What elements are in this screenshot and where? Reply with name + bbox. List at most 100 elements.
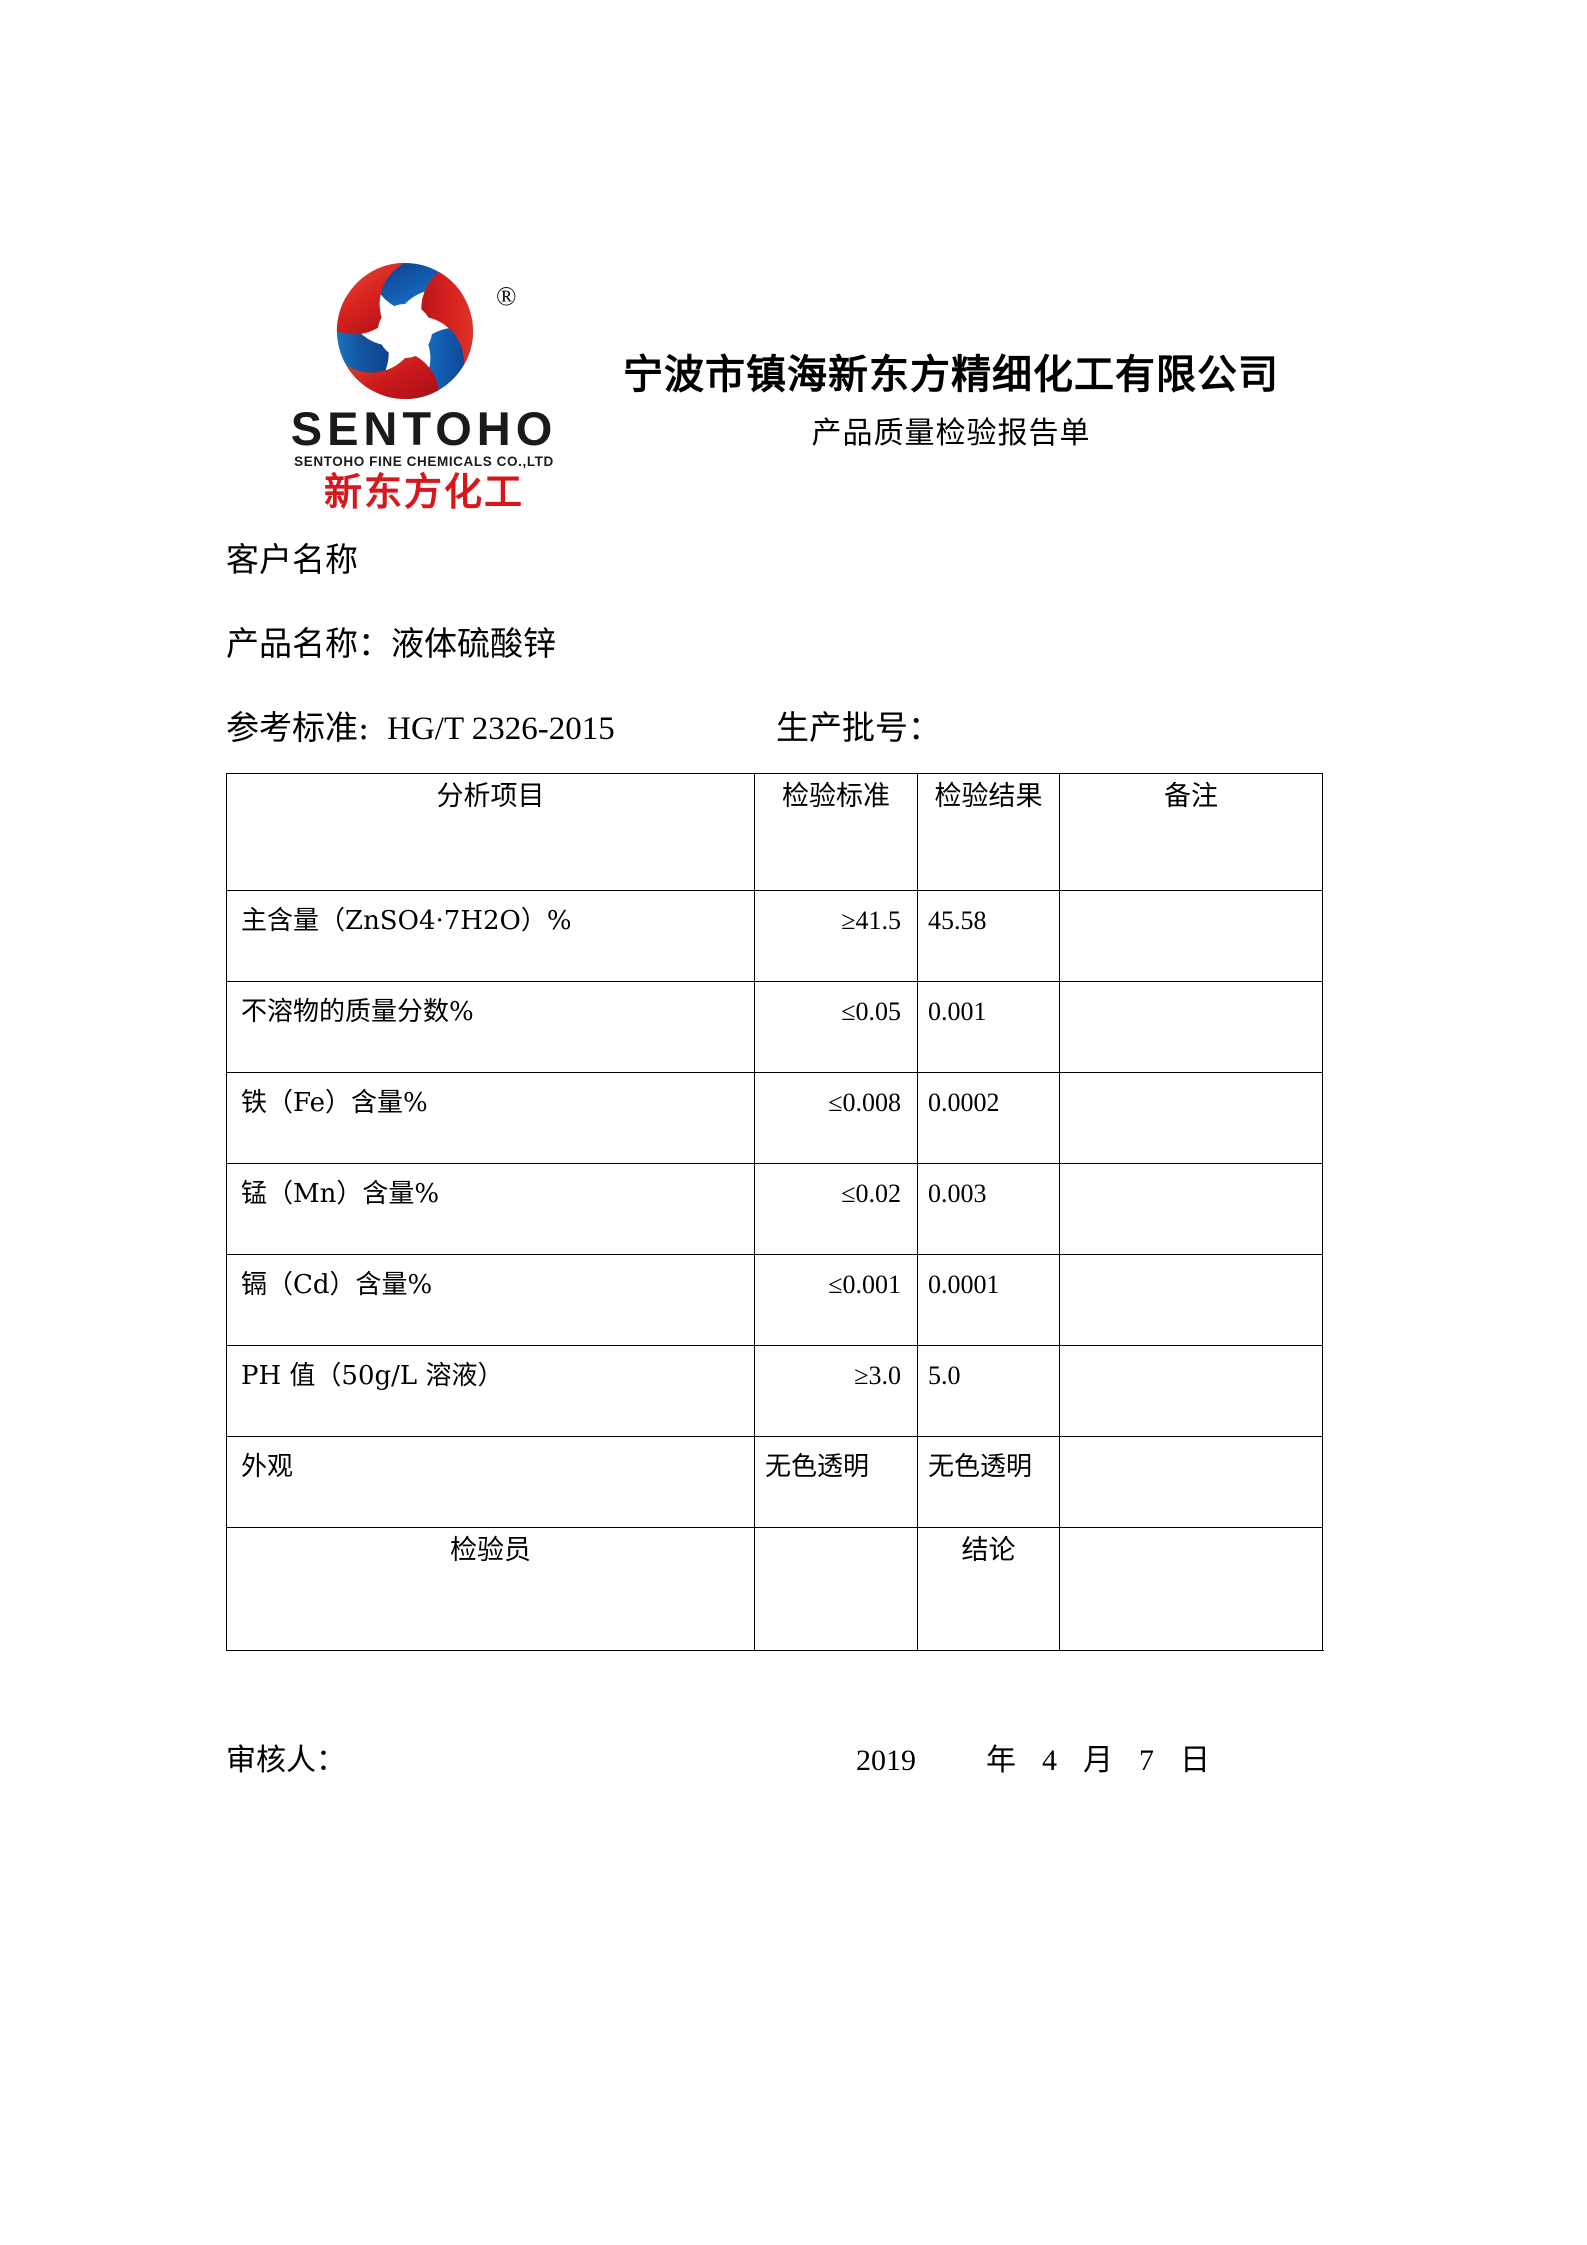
- row-item-label: 锰（Mn）含量%: [241, 1179, 440, 1209]
- date-year: 2019: [856, 1744, 916, 1777]
- row-result-value: 0.0001: [928, 1270, 1000, 1299]
- row-standard-value: ≤0.008: [828, 1088, 901, 1117]
- row-item-label: 主含量（ZnSO4·7H2O）%: [241, 906, 572, 936]
- date-month-unit: 月: [1083, 1743, 1113, 1778]
- column-header-standard-label: 检验标准: [782, 781, 890, 812]
- row-note-cell: [1059, 1345, 1323, 1437]
- product-name-value: 液体硫酸锌: [391, 624, 556, 663]
- row-item-cell: 铁（Fe）含量%: [226, 1072, 755, 1164]
- row-result-cell: 0.003: [917, 1163, 1060, 1255]
- row-result-value: 5.0: [928, 1361, 961, 1390]
- row-result-cell: 0.0002: [917, 1072, 1060, 1164]
- conclusion-label: 结论: [961, 1535, 1016, 1566]
- customer-name-label: 客户名称: [226, 540, 358, 579]
- row-note-value: [1060, 982, 1322, 996]
- table-row: 镉（Cd）含量% ≤0.001 0.0001: [226, 1254, 1323, 1346]
- date-month: 4: [1042, 1744, 1057, 1777]
- row-standard-value: ≤0.05: [841, 997, 901, 1026]
- inspector-label-cell: 检验员: [226, 1527, 755, 1651]
- logo-subtitle: SENTOHO FINE CHEMICALS CO.,LTD: [294, 454, 554, 469]
- column-header-standard: 检验标准: [754, 773, 918, 891]
- date-day: 7: [1139, 1744, 1154, 1777]
- row-item-label: PH 值（50g/L 溶液）: [241, 1361, 504, 1391]
- row-note-cell: [1059, 1254, 1323, 1346]
- company-logo: ® SENTOHO SENTOHO FINE CHEMICALS CO.,LTD…: [274, 255, 574, 511]
- row-standard-cell: ≥41.5: [754, 890, 918, 982]
- date-day-unit: 日: [1180, 1743, 1210, 1778]
- row-note-cell: [1059, 1072, 1323, 1164]
- row-result-value: 45.58: [928, 906, 987, 935]
- inspector-label: 检验员: [450, 1535, 531, 1566]
- row-item-label: 外观: [241, 1452, 294, 1482]
- row-standard-cell: ≤0.008: [754, 1072, 918, 1164]
- table-row: PH 值（50g/L 溶液） ≥3.0 5.0: [226, 1345, 1323, 1437]
- row-note-cell: [1059, 890, 1323, 982]
- standard-row: 参考标准: HG/T 2326-2015: [226, 708, 615, 750]
- conclusion-label-cell: 结论: [917, 1527, 1060, 1651]
- row-item-cell: 不溶物的质量分数%: [226, 981, 755, 1073]
- row-note-cell: [1059, 1436, 1323, 1528]
- row-result-value: 无色透明: [928, 1452, 1033, 1481]
- document-header: ® SENTOHO SENTOHO FINE CHEMICALS CO.,LTD…: [226, 255, 1326, 511]
- row-standard-cell: 无色透明: [754, 1436, 918, 1528]
- row-note-value: [1060, 1255, 1322, 1269]
- registered-trademark-icon: ®: [496, 281, 517, 311]
- row-result-value: 0.003: [928, 1179, 987, 1208]
- document-footer: 审核人： 2019 年 4 月 7 日: [226, 1735, 1336, 1795]
- customer-name-row: 客户名称: [226, 540, 358, 582]
- table-row: 外观 无色透明 无色透明: [226, 1436, 1323, 1528]
- row-item-cell: 外观: [226, 1436, 755, 1528]
- row-result-cell: 5.0: [917, 1345, 1060, 1437]
- product-name-row: 产品名称：液体硫酸锌: [226, 624, 556, 666]
- row-item-label: 镉（Cd）含量%: [241, 1270, 433, 1300]
- row-item-cell: 锰（Mn）含量%: [226, 1163, 755, 1255]
- row-result-cell: 0.0001: [917, 1254, 1060, 1346]
- inspection-table: 分析项目 检验标准 检验结果 备注 主含量（ZnSO4·7H2O）% ≥41.5…: [226, 773, 1323, 1651]
- row-result-value: 0.0002: [928, 1088, 1000, 1117]
- standard-value: HG/T 2326-2015: [387, 711, 615, 747]
- row-note-value: [1060, 1164, 1322, 1178]
- row-item-label: 铁（Fe）含量%: [241, 1088, 428, 1118]
- row-item-cell: PH 值（50g/L 溶液）: [226, 1345, 755, 1437]
- row-note-value: [1060, 891, 1322, 905]
- row-standard-cell: ≥3.0: [754, 1345, 918, 1437]
- standard-label: 参考标准:: [226, 708, 370, 747]
- column-header-note-label: 备注: [1164, 781, 1218, 812]
- row-item-label: 不溶物的质量分数%: [241, 997, 474, 1027]
- column-header-note: 备注: [1059, 773, 1323, 891]
- sentoho-swirl-icon: [329, 255, 481, 407]
- conclusion-value-cell[interactable]: [1059, 1527, 1323, 1651]
- row-standard-value: 无色透明: [765, 1452, 870, 1481]
- row-standard-cell: ≤0.02: [754, 1163, 918, 1255]
- table-row: 铁（Fe）含量% ≤0.008 0.0002: [226, 1072, 1323, 1164]
- row-standard-cell: ≤0.001: [754, 1254, 918, 1346]
- row-standard-value: ≥3.0: [854, 1361, 901, 1390]
- column-header-item-label: 分析项目: [436, 781, 545, 812]
- report-title: 产品质量检验报告单: [811, 416, 1091, 451]
- row-item-cell: 镉（Cd）含量%: [226, 1254, 755, 1346]
- row-note-cell: [1059, 1163, 1323, 1255]
- table-header-row: 分析项目 检验标准 检验结果 备注: [226, 773, 1323, 891]
- logo-chinese-name: 新东方化工: [323, 470, 524, 514]
- company-name: 宁波市镇海新东方精细化工有限公司: [623, 351, 1279, 398]
- row-standard-value: ≤0.001: [828, 1270, 901, 1299]
- date-year-unit: 年: [986, 1743, 1016, 1778]
- row-item-cell: 主含量（ZnSO4·7H2O）%: [226, 890, 755, 982]
- row-note-value: [1060, 1073, 1322, 1087]
- row-note-value: [1060, 1346, 1322, 1360]
- table-signoff-row: 检验员 结论: [226, 1527, 1323, 1651]
- row-standard-value: ≥41.5: [841, 906, 901, 935]
- row-result-cell: 0.001: [917, 981, 1060, 1073]
- column-header-result-label: 检验结果: [934, 781, 1043, 812]
- table-row: 锰（Mn）含量% ≤0.02 0.003: [226, 1163, 1323, 1255]
- row-note-cell: [1059, 981, 1323, 1073]
- logo-wordmark: SENTOHO: [290, 402, 558, 455]
- product-name-label: 产品名称：: [226, 624, 391, 663]
- batch-number-label: 生产批号：: [776, 708, 941, 747]
- row-note-value: [1060, 1437, 1322, 1451]
- row-standard-cell: ≤0.05: [754, 981, 918, 1073]
- row-result-value: 0.001: [928, 997, 987, 1026]
- table-row: 主含量（ZnSO4·7H2O）% ≥41.5 45.58: [226, 890, 1323, 982]
- inspector-value-cell[interactable]: [754, 1527, 918, 1651]
